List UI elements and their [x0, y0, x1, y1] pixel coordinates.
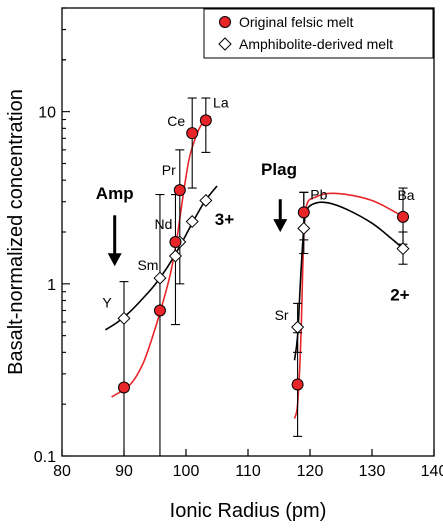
plot-frame [61, 7, 435, 457]
amphibolite-point [153, 271, 167, 285]
axes [61, 7, 435, 457]
y-tick-label: 1 [47, 277, 56, 294]
x-tick-label: 140 [421, 463, 443, 480]
amphibolite-point [199, 193, 213, 207]
amphibolite-point [185, 215, 199, 229]
legend-label-amphibolite: Amphibolite-derived melt [239, 36, 393, 52]
y-tick-label: 10 [38, 105, 56, 122]
amphibolite-point [396, 242, 410, 256]
amphibolite-point [297, 221, 311, 235]
element-label: Pb [310, 186, 327, 202]
arrow-head-icon [273, 219, 288, 233]
fit-curve-2 [293, 192, 404, 419]
data-points [117, 114, 410, 394]
annotation-label: 2+ [390, 286, 409, 305]
legend-marker-diamond-icon [218, 37, 232, 51]
annotations: Amp 3+ Plag 2+ [96, 160, 410, 305]
x-tick-label: 80 [53, 463, 71, 480]
felsic-point [169, 235, 182, 248]
felsic-point [199, 114, 212, 127]
legend-marker-circle-icon [219, 16, 231, 28]
amphibolite-point [291, 320, 305, 334]
element-label: Ba [397, 187, 414, 203]
y-axis-title: Basalt-normalized concentration [5, 89, 27, 375]
legend-box [203, 8, 434, 59]
element-label: Y [102, 294, 112, 310]
x-axis-title: Ionic Radius (pm) [170, 500, 327, 522]
fit-curve-0 [111, 115, 212, 398]
element-label: Pr [162, 162, 176, 178]
element-label: Sm [137, 257, 158, 273]
amphibolite-point [117, 311, 131, 325]
felsic-point [291, 378, 304, 391]
arrow-head-icon [107, 253, 122, 267]
x-tick-label: 90 [115, 463, 133, 480]
x-tick-label: 110 [235, 463, 261, 480]
element-label: Ce [167, 113, 185, 129]
felsic-point [153, 304, 166, 317]
felsic-point [173, 184, 186, 197]
annotation-label: 3+ [215, 210, 234, 229]
legend-label-felsic: Original felsic melt [239, 14, 353, 30]
felsic-point [397, 210, 409, 223]
element-label: Nd [155, 216, 173, 232]
y-tick-label: 0.1 [34, 449, 56, 466]
point-labels: Y Sm Nd Pr Ce La Sr Pb Ba [102, 94, 414, 323]
element-label: Sr [275, 307, 289, 323]
legend: Original felsic melt Amphibolite-derived… [203, 8, 434, 59]
annotation-label: Amp [96, 184, 134, 203]
x-tick-label: 100 [173, 463, 200, 480]
felsic-point [297, 206, 310, 219]
felsic-point [186, 127, 199, 140]
element-label: La [213, 94, 229, 110]
fit-curve-3 [293, 201, 407, 361]
amphibolite-point [168, 249, 182, 263]
x-tick-label: 130 [359, 463, 386, 480]
annotation-label: Plag [261, 160, 297, 179]
x-tick-label: 120 [297, 463, 324, 480]
felsic-point [118, 381, 130, 394]
